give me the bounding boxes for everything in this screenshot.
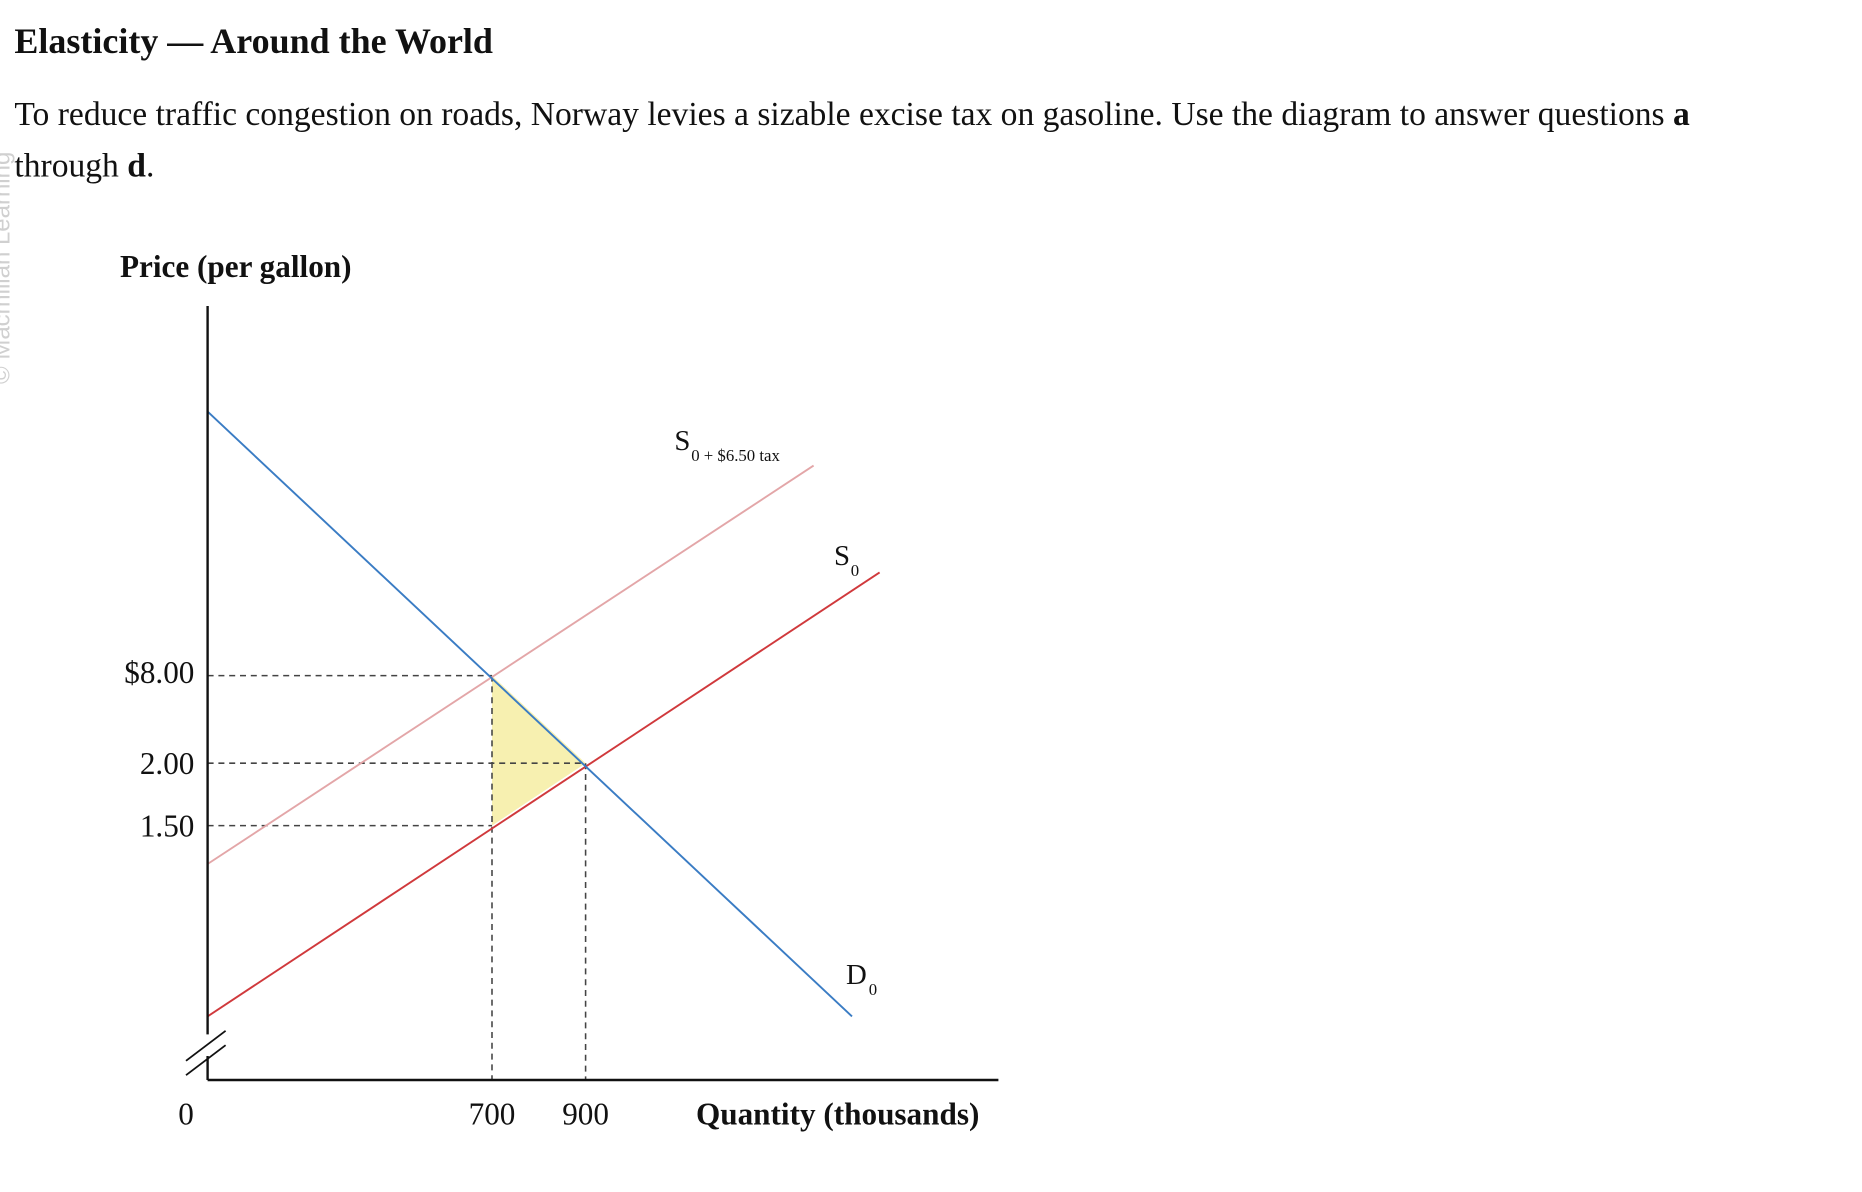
curve-label: D [846,959,867,991]
watermark: © Macmillan Learning [0,152,16,384]
prompt-line: To reduce traffic congestion on roads, N… [14,96,1690,133]
shaded-area [491,675,586,826]
curve-label: S [674,425,690,457]
prompt-text: through [14,147,127,184]
diagram: Price (per gallon) $8.00 2.00 1.50 0 700… [120,249,999,1131]
x-tick-label: 0 [178,1096,194,1131]
axis-break [185,1044,227,1076]
curve-subscript: 0 [851,561,859,580]
prompt-text: To reduce traffic congestion on roads, N… [14,96,1673,133]
y-tick-label: 1.50 [140,808,195,843]
x-tick-label: 700 [469,1096,516,1131]
title: Elasticity — Around the World [14,21,493,61]
prompt-bold: a [1673,96,1690,133]
curve-subscript: 0 + $6.50 tax [691,446,780,465]
curve-label: S [834,540,850,572]
y-tick-label: $8.00 [124,655,194,690]
demand-curve [206,410,853,1018]
y-tick-label: 2.00 [140,746,195,781]
taxed-supply-curve [207,464,815,865]
y-axis-label: Price (per gallon) [120,249,352,284]
x-tick-label: 900 [562,1096,609,1131]
prompt-line: through d. [14,147,154,184]
prompt-bold: d [127,147,146,184]
supply-curve [207,571,881,1018]
prompt-text: . [146,147,154,184]
curve-subscript: 0 [869,980,877,999]
axis-break [185,1030,227,1062]
x-axis-label: Quantity (thousands) [696,1096,979,1131]
